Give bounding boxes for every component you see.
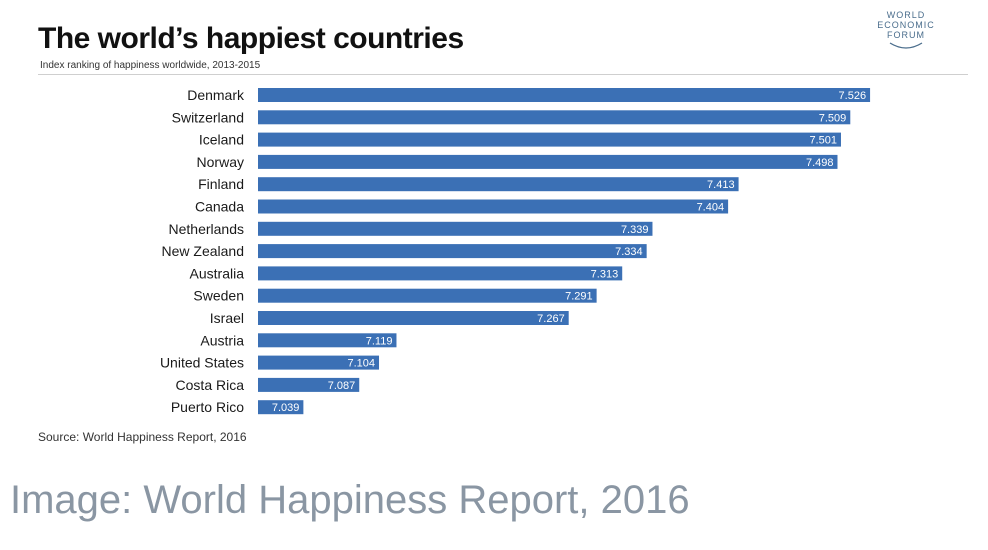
bar (258, 266, 623, 281)
bar (258, 154, 838, 169)
bar (258, 355, 380, 370)
bar (258, 88, 871, 102)
category-label: Norway (197, 154, 244, 170)
value-label: 7.119 (366, 335, 393, 347)
value-label: 7.104 (347, 358, 375, 370)
image-credit: Image: World Happiness Report, 2016 (10, 478, 690, 522)
value-label: 7.498 (806, 157, 834, 169)
value-label: 7.501 (809, 135, 837, 147)
category-label: Sweden (193, 288, 244, 304)
value-label: 7.313 (591, 268, 619, 280)
category-label: Israel (210, 310, 244, 326)
bar (258, 377, 360, 392)
category-label: Finland (198, 176, 244, 192)
bar (258, 132, 841, 147)
value-label: 7.039 (272, 402, 300, 414)
category-label: United States (160, 355, 244, 371)
value-label: 7.087 (328, 380, 356, 392)
value-label: 7.509 (819, 112, 847, 124)
category-label: Switzerland (172, 109, 244, 125)
value-label: 7.339 (621, 224, 649, 236)
category-label: Costa Rica (176, 377, 245, 393)
value-label: 7.334 (615, 246, 643, 258)
logo-arc-icon (889, 42, 923, 49)
chart-title: The world’s happiest countries (38, 22, 464, 55)
header-divider (38, 74, 968, 75)
value-label: 7.267 (537, 313, 565, 325)
value-label: 7.526 (839, 90, 867, 102)
bar (258, 199, 729, 214)
bar (258, 400, 304, 415)
category-label: Puerto Rico (171, 399, 244, 415)
bar (258, 221, 653, 236)
value-label: 7.291 (565, 291, 593, 303)
logo-line-3: FORUM (887, 30, 925, 40)
category-label: Austria (200, 332, 244, 348)
bar (258, 177, 739, 192)
logo-line-2: ECONOMIC (877, 20, 935, 30)
bar (258, 110, 851, 125)
value-label: 7.404 (697, 202, 725, 214)
category-label: Canada (195, 199, 244, 215)
source-note: Source: World Happiness Report, 2016 (38, 430, 247, 444)
category-label: Netherlands (169, 221, 245, 237)
bar-chart: Denmark 7.526 Switzerland 7.509 Iceland 7.501… (160, 87, 871, 415)
value-label: 7.413 (707, 179, 735, 191)
category-label: Denmark (187, 87, 245, 103)
wef-logo: WORLD ECONOMIC FORUM (868, 10, 944, 51)
category-label: Australia (190, 265, 245, 281)
bar (258, 288, 597, 303)
bar (258, 244, 647, 259)
logo-line-1: WORLD (886, 10, 926, 20)
category-label: Iceland (199, 132, 244, 148)
bar (258, 333, 397, 348)
category-label: New Zealand (162, 243, 245, 259)
bar (258, 311, 569, 325)
chart-subtitle: Index ranking of happiness worldwide, 20… (40, 60, 261, 71)
